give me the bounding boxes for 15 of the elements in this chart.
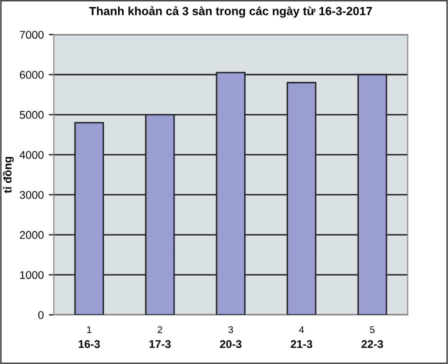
- y-axis-title: tỉ đồng: [2, 156, 14, 194]
- y-tick-label: 5000: [20, 110, 44, 119]
- y-tick-label: 3000: [20, 191, 44, 199]
- y-tick-label: 6000: [20, 70, 44, 79]
- y-tick-label: 4000: [20, 150, 44, 159]
- y-tick-label: 1000: [20, 271, 44, 279]
- y-tick-label: 2000: [20, 231, 44, 239]
- chart-title: Thanh khoản cả 3 sàn trong các ngày từ 16-3-2017: [89, 6, 372, 18]
- x-tick-label: 1 16-3: [78, 326, 100, 348]
- x-tick-label: 2 17-3: [150, 326, 171, 348]
- x-tick-label: 3 20-3: [220, 326, 242, 348]
- y-tick-label: 7000: [20, 30, 44, 39]
- y-tick-label: 0: [38, 311, 44, 319]
- x-tick-label: 5 22-3: [362, 326, 384, 348]
- x-tick-label: 4 21-3: [290, 326, 312, 348]
